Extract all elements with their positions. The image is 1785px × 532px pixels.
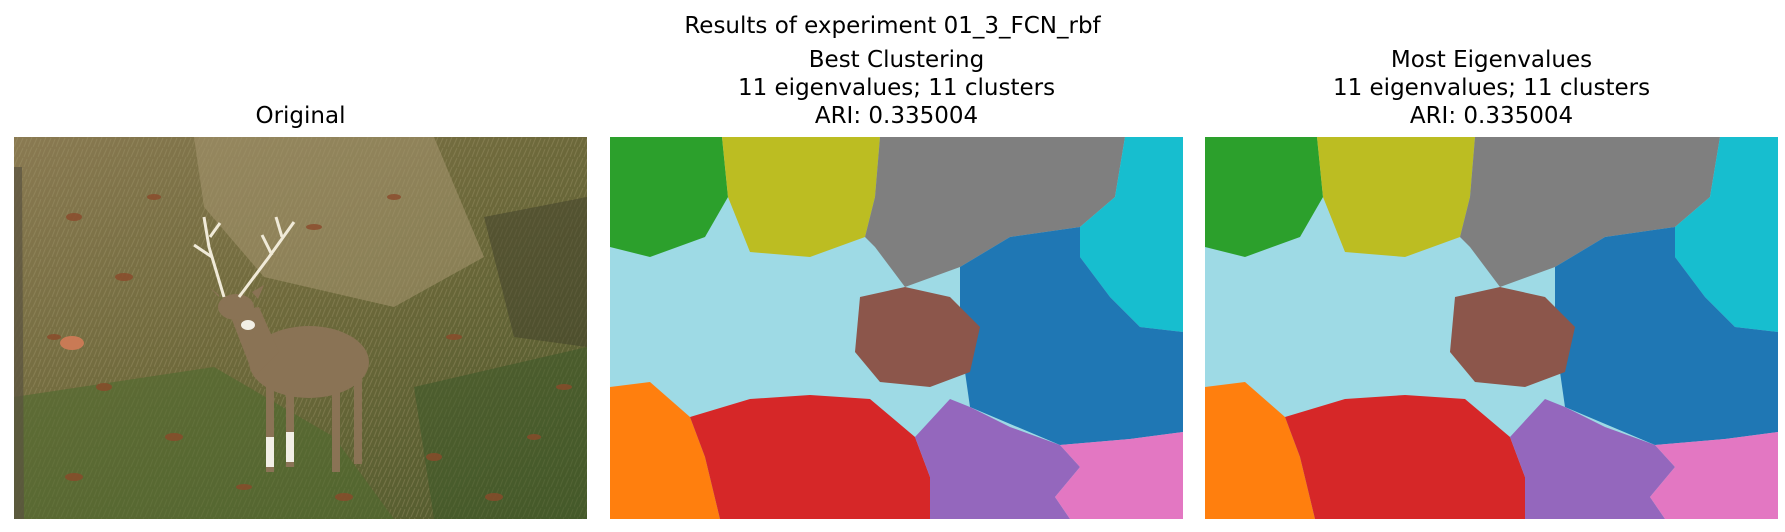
panel-ari-line: ARI: 0.335004 (814, 103, 979, 129)
cluster-red (1285, 395, 1525, 519)
cluster-cyan (1080, 137, 1183, 332)
cluster-orange (610, 382, 720, 519)
panel-best-clustering-title: Best Clustering 11 eigenvalues; 11 clust… (610, 46, 1183, 130)
leaf-highlight (60, 336, 84, 350)
original-image (14, 137, 587, 519)
dark-ravine (484, 197, 587, 347)
cluster-olive (722, 137, 880, 257)
cluster-purple (1510, 399, 1675, 519)
cluster-red (690, 395, 930, 519)
best-clustering-image (610, 137, 1183, 519)
cluster-blue (960, 227, 1183, 445)
cluster-orange (1205, 382, 1315, 519)
cluster-gray (865, 137, 1125, 287)
cluster-green (610, 137, 728, 257)
cluster-brown (1450, 287, 1575, 387)
cluster-olive (1317, 137, 1475, 257)
cluster-green (1205, 137, 1323, 257)
panel-subtitle-line: 11 eigenvalues; 11 clusters (737, 75, 1056, 101)
panel-original-title: Original (14, 102, 587, 130)
deer-markings (241, 320, 294, 467)
most-eigenvalues-image (1205, 137, 1778, 519)
cluster-pink (1650, 432, 1778, 519)
deer-photo (14, 137, 587, 519)
dry-grass-patch (194, 137, 484, 307)
panel-ari-line: ARI: 0.335004 (1409, 103, 1574, 129)
tree-trunk (14, 167, 24, 519)
cluster-blue (1555, 227, 1778, 445)
green-grass-patch (414, 347, 587, 519)
cluster-gray (1460, 137, 1720, 287)
cluster-purple (915, 399, 1080, 519)
panel-title-line: Original (255, 103, 346, 129)
panel-subtitle-line: 11 eigenvalues; 11 clusters (1332, 75, 1651, 101)
figure-suptitle: Results of experiment 01_3_FCN_rbf (684, 13, 1101, 39)
cluster-pink (1055, 432, 1183, 519)
fallen-leaves (47, 194, 572, 501)
panel-most-eigenvalues-title: Most Eigenvalues 11 eigenvalues; 11 clus… (1205, 46, 1778, 130)
panel-title-line: Best Clustering (808, 47, 985, 73)
panel-title-line: Most Eigenvalues (1390, 47, 1593, 73)
cluster-brown (855, 287, 980, 387)
segmentation-map (1205, 137, 1778, 519)
segmentation-map (610, 137, 1183, 519)
cluster-cyan (1675, 137, 1778, 332)
antlers (193, 216, 296, 298)
green-grass-patch (14, 367, 394, 519)
